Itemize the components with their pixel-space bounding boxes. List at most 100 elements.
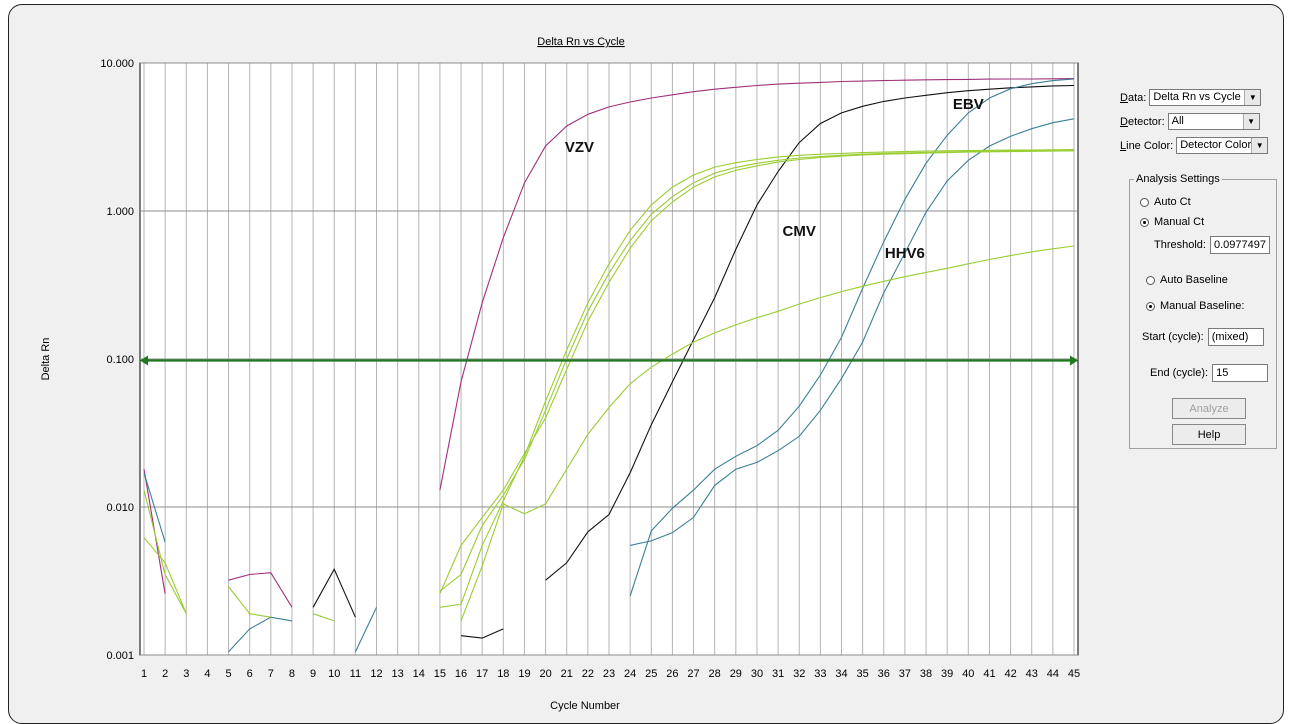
x-tick-label: 4	[204, 668, 210, 680]
series-annotation: HHV6	[885, 245, 925, 262]
threshold-value: 0.0977497	[1213, 239, 1266, 251]
annotation-layer: VZV CMV HHV6 EBV	[565, 96, 984, 262]
radio-off-icon[interactable]	[1140, 197, 1149, 207]
end-cycle-input[interactable]: 15	[1212, 364, 1269, 382]
x-tick-label: 15	[434, 668, 446, 680]
data-dropdown[interactable]: Delta Rn vs Cycle ▼	[1149, 89, 1262, 106]
analysis-settings-title: Analysis Settings	[1134, 173, 1222, 185]
analysis-settings-group: Analysis Settings Auto Ct Manual Ct Thre…	[1129, 173, 1277, 449]
auto-ct-radio[interactable]: Auto Ct	[1140, 196, 1191, 208]
line-color-label: Line Color:	[1120, 139, 1174, 152]
auto-baseline-label: Auto Baseline	[1160, 274, 1228, 286]
chevron-down-icon[interactable]: ▼	[1244, 90, 1261, 105]
series-line	[460, 628, 504, 639]
threshold-left-arrow-icon[interactable]	[140, 355, 148, 366]
detector-row: Detector: All ▼	[1120, 113, 1260, 130]
x-tick-label: 28	[709, 668, 721, 680]
x-tick-label: 30	[751, 668, 763, 680]
y-tick-label: 0.001	[106, 650, 134, 662]
x-tick-label: 14	[413, 668, 425, 680]
analyze-button[interactable]: Analyze	[1172, 398, 1246, 419]
x-tick-label: 8	[289, 668, 295, 680]
chevron-down-icon[interactable]: ▼	[1251, 138, 1268, 153]
x-tick-label: 13	[392, 668, 404, 680]
series-line	[143, 489, 187, 614]
x-tick-label: 25	[645, 668, 657, 680]
help-button-label: Help	[1197, 428, 1221, 441]
x-tick-label: 3	[183, 668, 189, 680]
x-axis-ticks: 1 2 3 4 5 6 7 8 9 10 11 12 13 14 15 16 17 18 19 20 21 22 23 24 2…	[141, 668, 1080, 680]
series-line	[312, 613, 335, 622]
start-cycle-label: Start (cycle):	[1142, 331, 1204, 343]
detector-dropdown-value: All	[1171, 115, 1184, 127]
application-window: Delta Rn vs Cycle 1 2 3 4 5 6 7 8 9 10 11 12 13 14 15 1…	[8, 4, 1284, 724]
analyze-button-label: Analyze	[1189, 402, 1229, 415]
x-tick-label: 17	[476, 668, 488, 680]
x-tick-label: 29	[730, 668, 742, 680]
threshold-right-arrow-icon[interactable]	[1070, 355, 1078, 366]
x-tick-label: 34	[835, 668, 847, 680]
y-axis-ticks: 10.000 1.000 0.100 0.010 0.001	[100, 58, 134, 662]
y-tick-label: 10.000	[100, 58, 134, 70]
manual-ct-radio[interactable]: Manual Ct	[1140, 216, 1204, 228]
series-line	[354, 607, 377, 653]
series-line	[629, 78, 1075, 597]
end-cycle-label: End (cycle):	[1150, 367, 1209, 379]
threshold-input[interactable]: 0.0977497	[1209, 236, 1270, 254]
line-color-row: Line Color: Detector Color ▼	[1120, 137, 1269, 154]
x-tick-label: 44	[1047, 668, 1059, 680]
series-annotation: CMV	[783, 223, 816, 240]
series-line	[460, 245, 1075, 622]
threshold-layer[interactable]	[140, 355, 1078, 366]
x-tick-label: 9	[310, 668, 316, 680]
x-tick-label: 23	[603, 668, 615, 680]
x-tick-label: 45	[1068, 668, 1080, 680]
x-tick-label: 5	[225, 668, 231, 680]
end-cycle-value: 15	[1216, 367, 1229, 379]
line-color-dropdown-value: Detector Color	[1180, 139, 1252, 151]
x-tick-label: 22	[582, 668, 594, 680]
series-annotation: EBV	[953, 96, 984, 113]
auto-baseline-radio[interactable]: Auto Baseline	[1146, 274, 1228, 286]
start-cycle-value: (mixed)	[1211, 331, 1249, 343]
x-tick-label: 31	[772, 668, 784, 680]
x-tick-label: 10	[328, 668, 340, 680]
radio-off-icon[interactable]	[1146, 275, 1155, 285]
detector-dropdown[interactable]: All ▼	[1167, 113, 1260, 130]
line-color-dropdown[interactable]: Detector Color ▼	[1176, 137, 1269, 154]
series-line	[228, 572, 293, 608]
x-tick-label: 38	[920, 668, 932, 680]
radio-on-icon[interactable]	[1140, 217, 1149, 227]
line-color-label-rest: ine Color:	[1126, 139, 1174, 152]
start-cycle-row: Start (cycle): (mixed)	[1142, 328, 1264, 346]
x-tick-label: 32	[793, 668, 805, 680]
y-tick-label: 0.010	[106, 502, 134, 514]
manual-ct-label: Manual Ct	[1154, 216, 1205, 228]
chevron-down-icon[interactable]: ▼	[1242, 114, 1259, 129]
detector-label: Detector:	[1120, 115, 1165, 128]
series-line	[439, 150, 1075, 594]
x-tick-label: 11	[350, 668, 361, 680]
series-line	[312, 567, 356, 618]
x-tick-label: 21	[561, 668, 573, 680]
series-line	[228, 586, 271, 618]
data-label: Data:	[1120, 91, 1147, 104]
x-tick-label: 1	[141, 668, 147, 680]
threshold-label: Threshold:	[1154, 239, 1206, 251]
help-button[interactable]: Help	[1172, 424, 1246, 445]
y-tick-label: 0.100	[106, 354, 134, 366]
y-tick-label: 1.000	[106, 206, 134, 218]
x-tick-label: 37	[899, 668, 911, 680]
grid-layer	[140, 62, 1078, 656]
radio-on-icon[interactable]	[1146, 301, 1155, 311]
series-line	[439, 78, 1075, 491]
x-axis-title: Cycle Number	[550, 700, 620, 712]
series-line	[143, 472, 166, 543]
start-cycle-input[interactable]: (mixed)	[1207, 328, 1264, 346]
x-tick-label: 16	[455, 668, 467, 680]
data-label-rest: ata:	[1127, 91, 1147, 104]
manual-baseline-radio[interactable]: Manual Baseline:	[1146, 300, 1244, 312]
x-tick-label: 33	[814, 668, 826, 680]
x-tick-label: 24	[624, 668, 636, 680]
x-tick-label: 26	[666, 668, 678, 680]
